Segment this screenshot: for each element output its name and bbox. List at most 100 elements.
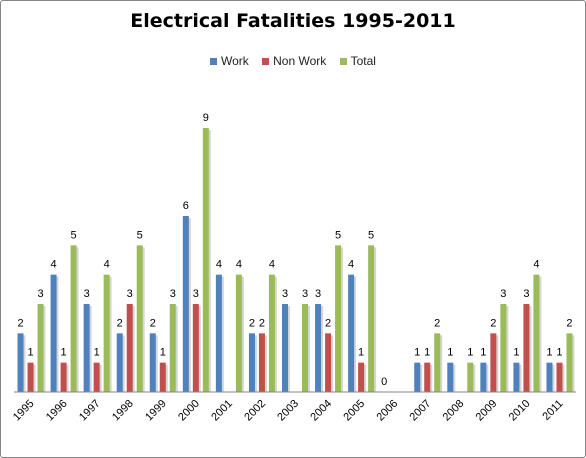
bar-non-work-2009 — [490, 333, 497, 392]
bar-non-work-1999 — [159, 362, 166, 392]
data-label-work-2008: 1 — [447, 347, 453, 359]
data-label-total-2000: 9 — [203, 112, 209, 124]
data-label-total-2002: 4 — [269, 259, 275, 271]
bar-work-2002 — [248, 333, 255, 392]
bar-work-2007 — [414, 362, 421, 392]
data-label-non-work-2011: 1 — [556, 347, 562, 359]
legend-label-total: Total — [350, 54, 376, 68]
bar-total-1995 — [37, 304, 44, 392]
bar-total-2001 — [235, 274, 242, 392]
bar-work-2005 — [348, 274, 355, 392]
x-tick-label-2006: 2006 — [374, 398, 400, 424]
data-label-non-work-1996: 1 — [61, 347, 67, 359]
data-label-non-work-1995: 1 — [27, 347, 33, 359]
legend-item-total: Total — [339, 54, 376, 68]
x-tick-label-1996: 1996 — [44, 398, 70, 424]
data-label-total-2005: 5 — [368, 229, 374, 241]
legend-label-non-work: Non Work — [273, 54, 327, 68]
bar-total-2007 — [434, 333, 441, 392]
x-tick-label-2001: 2001 — [209, 398, 235, 424]
bar-work-2009 — [480, 362, 487, 392]
bar-total-1996 — [70, 245, 77, 392]
x-axis: 1995 1996 1997 1998 1999 2000 2001 2002 2003 2004… — [11, 391, 576, 424]
bar-total-2002 — [268, 274, 275, 392]
bar-total-2008 — [467, 362, 474, 392]
bar-total-1998 — [136, 245, 143, 392]
data-label-total-2001: 4 — [236, 259, 242, 271]
x-tick-label-2007: 2007 — [408, 398, 434, 424]
bar-work-2003 — [282, 304, 288, 392]
data-label-work-1998: 2 — [117, 317, 123, 329]
data-label-total-1995: 3 — [37, 288, 43, 300]
legend-item-work: Work — [210, 54, 249, 68]
bar-total-2009 — [500, 304, 507, 392]
chart-title: Electrical Fatalities 1995-2011 — [130, 10, 456, 32]
data-label-non-work-2000: 3 — [193, 288, 199, 300]
bar-work-2000 — [182, 216, 189, 392]
data-label-non-work-2009: 2 — [490, 317, 496, 329]
bar-work-1995 — [17, 333, 24, 392]
bar-work-2001 — [215, 274, 222, 392]
bar-total-2004 — [335, 245, 342, 392]
data-label-work-2006: 0 — [381, 376, 387, 388]
bar-work-2011 — [546, 362, 553, 392]
x-tick-label-1998: 1998 — [110, 398, 136, 424]
data-label-total-2004: 5 — [335, 229, 341, 241]
bar-non-work-1997 — [93, 362, 100, 392]
bar-work-2004 — [315, 304, 322, 392]
legend-item-non-work: Non Work — [262, 54, 326, 68]
bars-layer — [17, 128, 575, 392]
legend-swatch-non-work — [262, 58, 270, 65]
legend-swatch-total — [339, 58, 347, 65]
bar-non-work-2007 — [424, 362, 431, 392]
chart-legend: Work Non Work Total — [0, 54, 586, 68]
data-label-total-1996: 5 — [71, 229, 77, 241]
bar-non-work-2000 — [192, 304, 199, 392]
data-label-total-2010: 4 — [533, 259, 539, 271]
data-label-non-work-2002: 2 — [259, 317, 265, 329]
bar-non-work-1998 — [126, 304, 133, 392]
data-label-work-2011: 1 — [546, 347, 552, 359]
data-label-total-2011: 2 — [566, 317, 572, 329]
data-label-non-work-2004: 2 — [325, 317, 331, 329]
data-label-work-2000: 6 — [183, 200, 189, 212]
data-label-work-1996: 4 — [51, 259, 57, 271]
data-label-work-2010: 1 — [513, 347, 519, 359]
data-label-non-work-1998: 3 — [127, 288, 133, 300]
x-tick-label-1999: 1999 — [143, 398, 169, 424]
data-label-total-1997: 4 — [104, 259, 110, 271]
x-tick-label-2005: 2005 — [341, 398, 367, 424]
bar-non-work-2004 — [325, 333, 332, 392]
bar-work-1999 — [149, 333, 156, 392]
bar-work-2010 — [513, 362, 520, 392]
data-label-work-2004: 3 — [315, 288, 321, 300]
bar-total-1997 — [103, 274, 110, 392]
data-label-work-2005: 4 — [348, 259, 354, 271]
x-tick-label-1997: 1997 — [77, 398, 103, 424]
bar-work-1997 — [83, 304, 90, 392]
data-label-non-work-1999: 1 — [160, 347, 166, 359]
bar-non-work-2002 — [258, 333, 265, 392]
x-tick-label-1995: 1995 — [11, 398, 37, 424]
data-label-total-2009: 3 — [500, 288, 506, 300]
data-label-work-2007: 1 — [414, 347, 420, 359]
data-label-non-work-2007: 1 — [424, 347, 430, 359]
data-label-work-2002: 2 — [249, 317, 255, 329]
x-tick-label-2004: 2004 — [308, 398, 334, 424]
data-label-non-work-2010: 3 — [523, 288, 529, 300]
bar-total-2005 — [368, 245, 375, 392]
bar-total-1999 — [169, 304, 176, 392]
legend-swatch-work — [210, 58, 218, 65]
bar-non-work-2005 — [358, 362, 365, 392]
x-tick-label-2009: 2009 — [474, 398, 500, 424]
data-label-total-2008: 1 — [467, 347, 473, 359]
bar-non-work-1995 — [27, 362, 34, 392]
bar-work-1996 — [50, 274, 57, 392]
legend-label-work: Work — [221, 54, 249, 68]
data-label-work-1995: 2 — [17, 317, 23, 329]
bar-work-2008 — [447, 362, 454, 392]
data-label-work-2009: 1 — [480, 347, 486, 359]
x-tick-label-2010: 2010 — [507, 398, 533, 424]
